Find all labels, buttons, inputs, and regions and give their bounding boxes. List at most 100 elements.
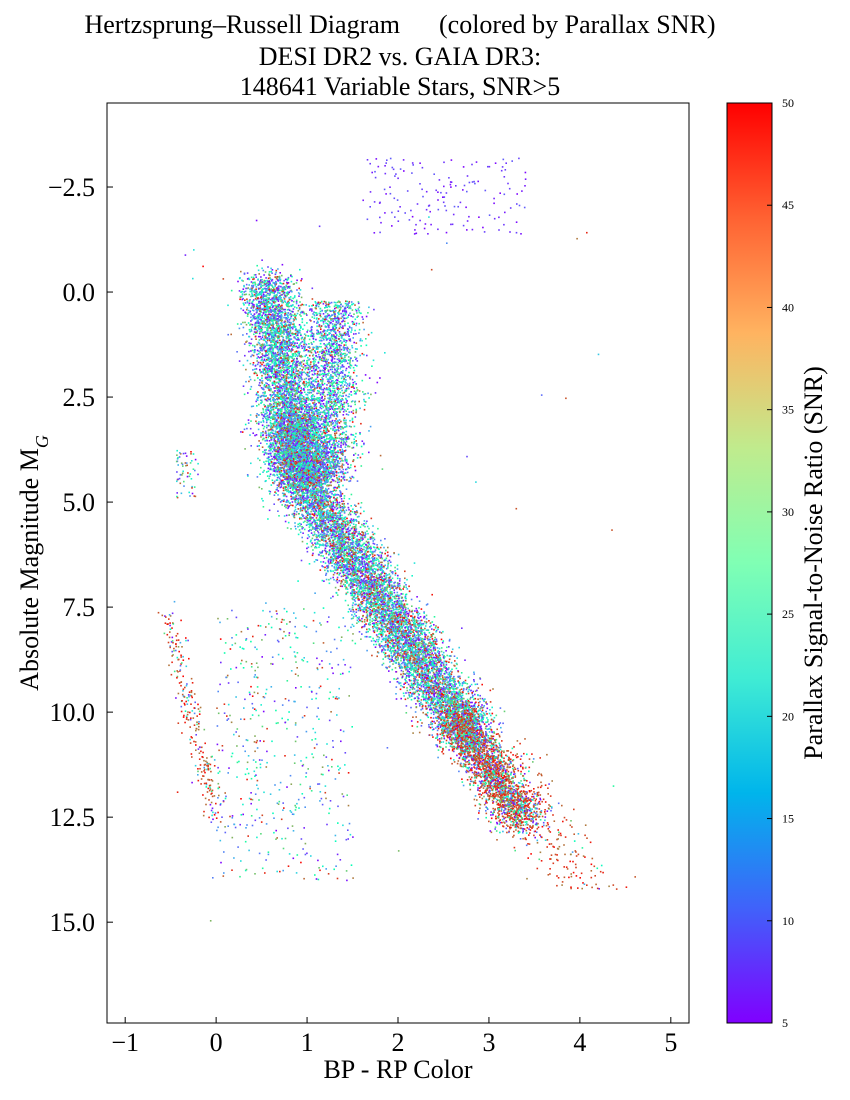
scatter-point	[278, 403, 281, 405]
scatter-point	[295, 403, 298, 405]
scatter-point	[258, 291, 261, 294]
scatter-point	[277, 327, 279, 330]
scatter-point	[503, 751, 505, 754]
scatter-point	[252, 363, 254, 366]
scatter-point	[283, 376, 286, 378]
scatter-point	[272, 282, 274, 284]
scatter-point	[261, 317, 264, 319]
scatter-point	[272, 289, 274, 292]
scatter-point	[366, 649, 368, 652]
scatter-point	[251, 309, 254, 311]
scatter-point	[250, 276, 253, 279]
scatter-point	[381, 561, 383, 564]
scatter-point	[274, 421, 277, 423]
scatter-point	[277, 351, 279, 354]
scatter-point	[279, 391, 282, 394]
scatter-point	[265, 386, 268, 389]
scatter-point	[260, 434, 262, 436]
scatter-point	[301, 355, 304, 358]
scatter-point	[308, 338, 311, 341]
scatter-point	[265, 352, 267, 355]
scatter-point	[253, 345, 256, 347]
scatter-point	[284, 411, 286, 414]
scatter-point	[293, 343, 296, 346]
scatter-point	[265, 370, 268, 372]
scatter-points	[157, 157, 636, 922]
scatter-point	[274, 328, 277, 331]
scatter-point	[274, 290, 277, 293]
scatter-point	[287, 371, 290, 374]
scatter-point	[291, 372, 293, 375]
scatter-point	[259, 379, 262, 382]
scatter-point	[288, 339, 291, 342]
scatter-point	[256, 363, 259, 366]
scatter-point	[283, 397, 286, 400]
scatter-point	[306, 371, 309, 374]
scatter-point	[270, 366, 272, 369]
scatter-point	[261, 284, 264, 287]
scatter-point	[252, 405, 255, 407]
scatter-point	[264, 405, 266, 408]
scatter-point	[268, 281, 270, 284]
scatter-point	[270, 389, 272, 392]
scatter-point	[247, 475, 249, 477]
scatter-point	[281, 426, 283, 428]
scatter-point	[256, 392, 258, 394]
scatter-point	[384, 577, 386, 579]
scatter-point	[273, 380, 276, 383]
scatter-point	[241, 279, 243, 282]
scatter-point	[270, 416, 272, 418]
scatter-point	[282, 290, 284, 293]
scatter-point	[348, 565, 350, 568]
scatter-point	[276, 297, 278, 300]
scatter-point	[282, 489, 285, 492]
scatter-point	[287, 401, 290, 403]
scatter-point	[289, 350, 291, 352]
scatter-point	[302, 382, 304, 385]
scatter-point	[303, 445, 305, 447]
scatter-point	[257, 315, 260, 317]
scatter-point	[245, 283, 248, 286]
scatter-point	[263, 368, 266, 371]
scatter-point	[280, 371, 282, 374]
scatter-point	[317, 380, 319, 382]
scatter-point	[269, 344, 272, 347]
scatter-point	[276, 276, 279, 278]
scatter-point	[314, 542, 316, 545]
scatter-point	[324, 445, 327, 448]
scatter-point	[292, 363, 294, 366]
scatter-point	[295, 389, 298, 391]
scatter-point	[255, 286, 258, 288]
scatter-point	[295, 360, 298, 363]
scatter-point	[308, 398, 310, 400]
scatter-point	[276, 298, 279, 301]
scatter-point	[430, 624, 432, 627]
scatter-point	[279, 389, 281, 392]
scatter-point	[287, 372, 289, 375]
scatter-point	[312, 423, 315, 426]
scatter-point	[285, 369, 288, 372]
scatter-point	[279, 366, 282, 369]
scatter-point	[298, 391, 300, 393]
scatter-point	[285, 390, 287, 393]
scatter-point	[249, 362, 252, 365]
scatter-point	[257, 335, 260, 338]
scatter-point	[276, 411, 279, 414]
scatter-point	[297, 480, 300, 483]
scatter-point	[286, 340, 288, 343]
scatter-point	[275, 414, 278, 417]
scatter-point	[285, 389, 287, 391]
scatter-point	[267, 334, 270, 336]
scatter-point	[293, 326, 296, 328]
scatter-point	[275, 306, 278, 308]
scatter-point	[286, 317, 289, 320]
scatter-point	[290, 326, 293, 329]
scatter-point	[260, 281, 262, 284]
scatter-point	[265, 319, 268, 322]
scatter-point	[275, 271, 277, 274]
scatter-point	[300, 392, 302, 394]
scatter-point	[259, 317, 262, 319]
scatter-point	[273, 382, 276, 385]
scatter-point	[269, 284, 272, 286]
scatter-point	[263, 425, 266, 428]
